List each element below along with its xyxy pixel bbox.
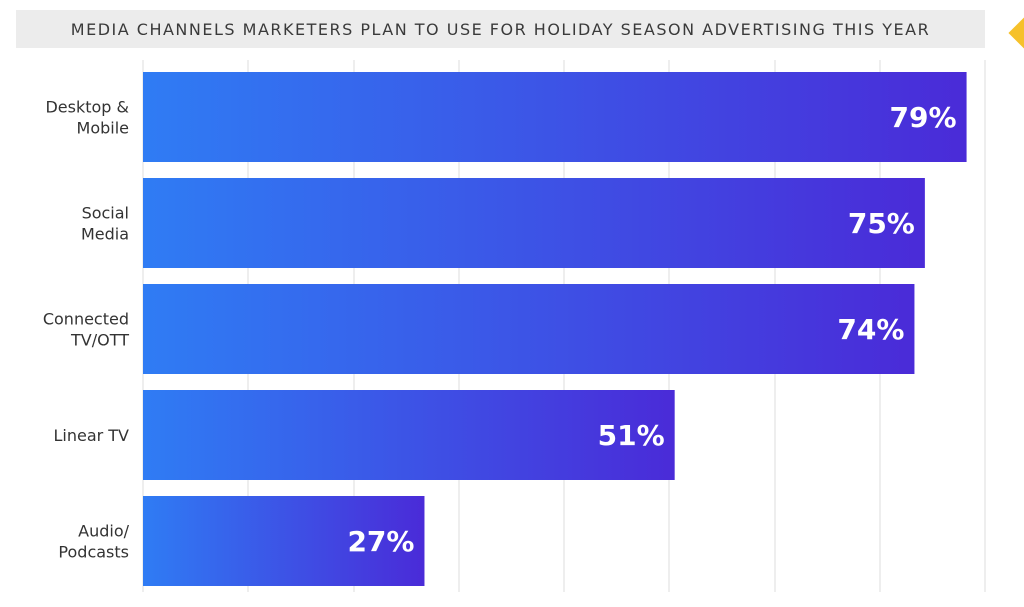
- bar: [143, 178, 925, 268]
- bars: 79% 75% 74% 51% 27%: [143, 72, 967, 586]
- category-label: Connected TV/OTT: [43, 310, 129, 350]
- data-label: 74%: [837, 313, 904, 346]
- category-label: Audio/Podcasts: [58, 522, 129, 562]
- category-label: Social Media: [81, 204, 129, 244]
- bar: [143, 72, 967, 162]
- bar: [143, 284, 915, 374]
- data-label: 75%: [848, 207, 915, 240]
- data-label: 27%: [347, 525, 414, 558]
- chart-title: MEDIA CHANNELS MARKETERS PLAN TO USE FOR…: [70, 19, 931, 39]
- bar: [143, 496, 425, 586]
- category-label: Linear TV: [53, 426, 129, 445]
- bar: [143, 390, 675, 480]
- data-label: 79%: [890, 101, 957, 134]
- data-label: 51%: [598, 419, 665, 452]
- category-label: Desktop & Mobile: [45, 98, 129, 138]
- category-labels: Desktop & Mobile Social Media Connected TV/OT…: [43, 98, 130, 562]
- chart-title-bar: MEDIA CHANNELS MARKETERS PLAN TO USE FOR…: [16, 10, 985, 48]
